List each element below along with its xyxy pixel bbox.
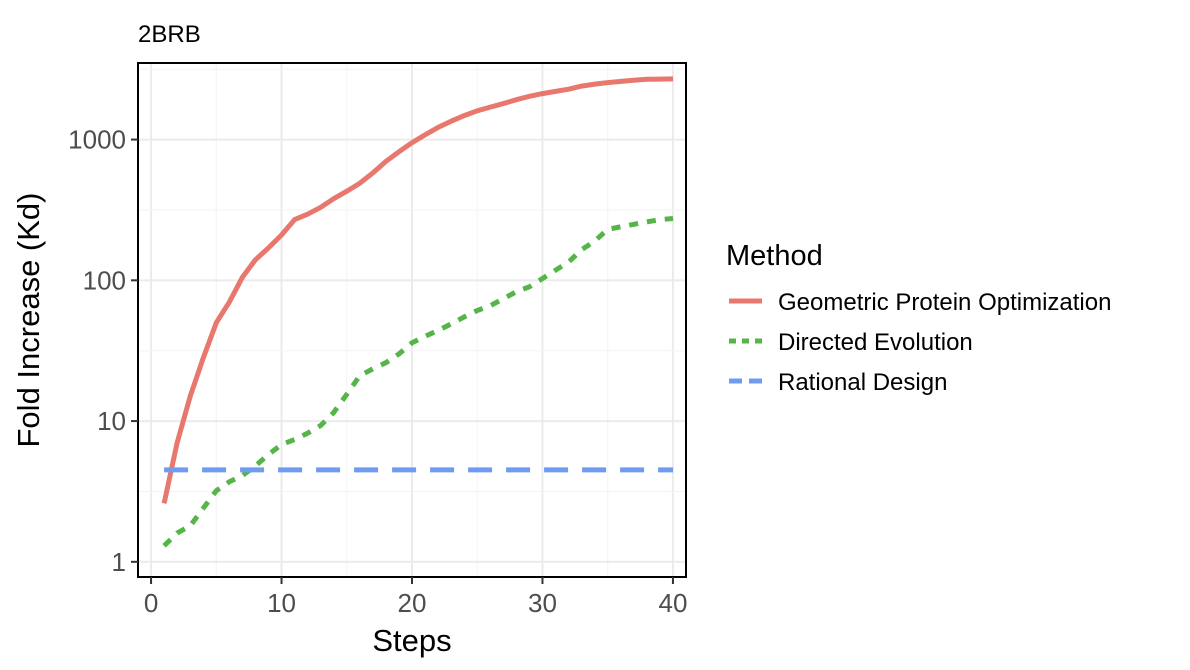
x-tick-label: 30 xyxy=(528,588,557,618)
y-tick-label: 10 xyxy=(97,406,126,436)
x-axis-ticks: 0 10 20 30 40 xyxy=(144,577,687,618)
legend-label-2: Directed Evolution xyxy=(778,329,973,356)
gridlines xyxy=(138,63,686,577)
y-tick-label: 100 xyxy=(83,265,126,295)
x-axis-title: Steps xyxy=(372,623,451,658)
x-tick-label: 10 xyxy=(267,588,296,618)
y-axis-title: Fold Increase (Kd) xyxy=(11,193,46,448)
y-tick-label: 1 xyxy=(112,547,126,577)
x-tick-label: 40 xyxy=(658,588,687,618)
legend-label-3: Rational Design xyxy=(778,369,947,396)
x-tick-label: 20 xyxy=(398,588,427,618)
series-line-2 xyxy=(162,216,674,548)
y-tick-label: 1000 xyxy=(68,125,126,155)
legend: Method Geometric Protein Optimization Dir… xyxy=(726,240,1111,396)
legend-label-1: Geometric Protein Optimization xyxy=(778,289,1111,316)
chart-title: 2BRB xyxy=(138,21,201,48)
legend-title: Method xyxy=(726,240,823,272)
series-lines xyxy=(161,76,674,548)
series-line-1 xyxy=(161,76,674,504)
y-axis-ticks: 1 10 100 1000 xyxy=(68,125,138,577)
x-tick-label: 0 xyxy=(144,588,158,618)
